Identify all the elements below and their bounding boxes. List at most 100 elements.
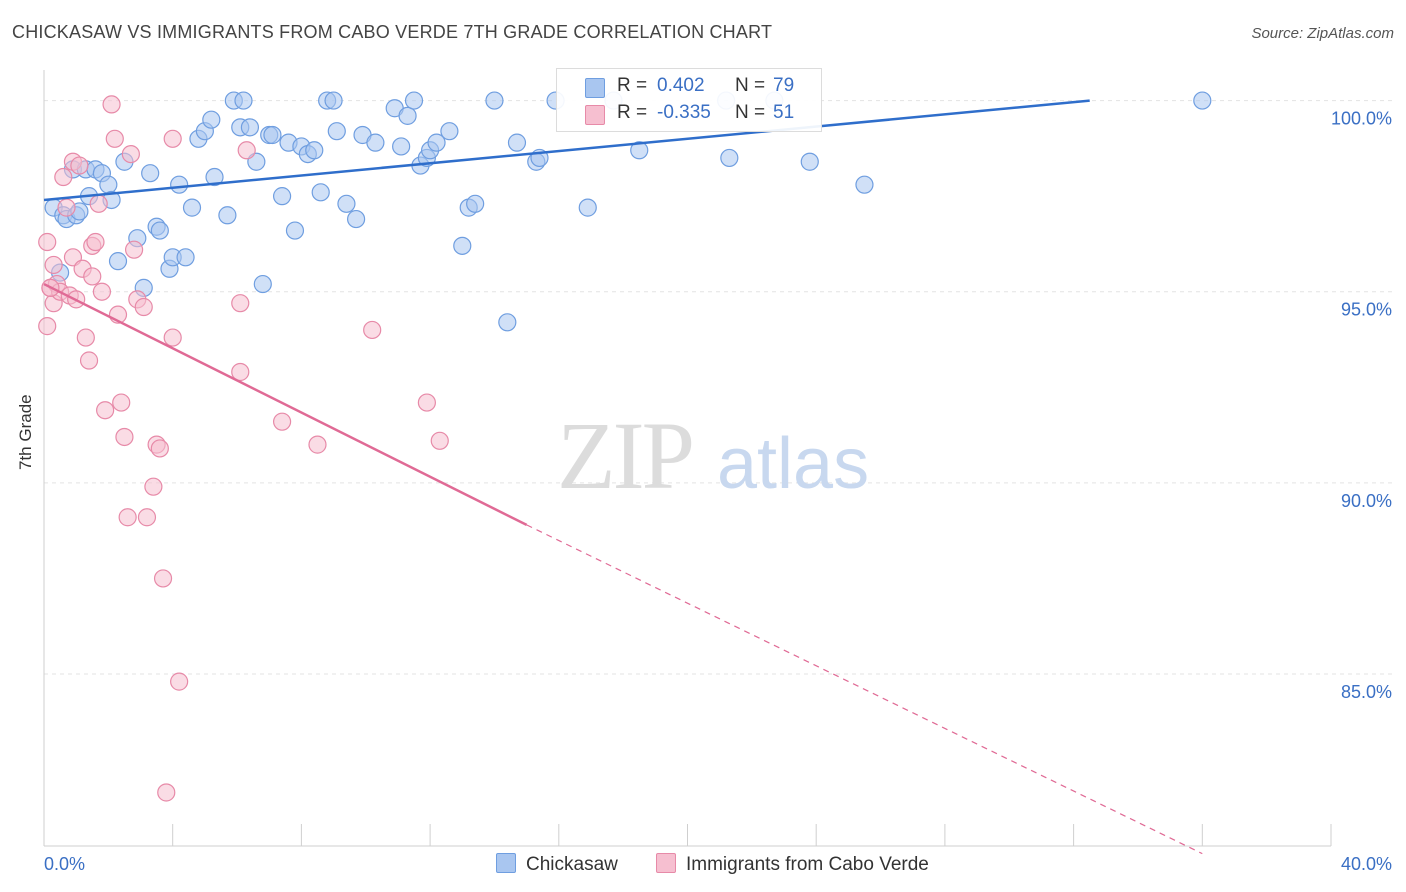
cabo-verde-point <box>92 282 112 301</box>
y-tick-label: 85.0% <box>1341 682 1392 702</box>
cabo-verde-point <box>308 435 327 454</box>
chickasaw-point <box>205 167 224 187</box>
chickasaw-point <box>218 206 237 225</box>
cabo-verde-point <box>105 129 124 148</box>
chickasaw-point <box>141 164 160 183</box>
bottom-legend-label: Immigrants from Cabo Verde <box>686 854 929 875</box>
cabo-verde-point <box>86 232 105 252</box>
cabo-verde-point <box>57 198 76 217</box>
legend-r-value: -0.335 <box>657 102 711 123</box>
cabo-verde-point <box>430 431 449 450</box>
cabo-verde-trend-line <box>43 282 528 527</box>
cabo-verde-point <box>76 328 95 347</box>
chickasaw-point <box>800 152 819 171</box>
cabo-verde-point <box>83 267 102 286</box>
trend-lines <box>43 99 1203 855</box>
legend-n-label: N = <box>735 102 766 123</box>
chickasaw-point <box>427 133 446 152</box>
chickasaw-point <box>253 274 272 294</box>
legend-n-value: 51 <box>773 102 795 123</box>
bottom-legend-chickasaw: Chickasaw <box>496 853 618 876</box>
chickasaw-point <box>263 125 282 145</box>
cabo-verde-point <box>79 351 99 370</box>
legend-r-label: R = <box>617 75 648 96</box>
cabo-verde-point <box>121 144 140 164</box>
chickasaw-point <box>170 175 189 194</box>
chickasaw-point <box>366 133 385 152</box>
cabo-verde-point <box>137 508 157 527</box>
watermark-zip: ZIP <box>557 402 692 509</box>
chickasaw-point <box>1193 91 1212 110</box>
bottom-legend-label: Chickasaw <box>526 854 618 875</box>
cabo-verde-point <box>163 328 182 347</box>
x-tick-label-min: 0.0% <box>44 854 85 874</box>
chickasaw-point <box>234 91 253 110</box>
bottom-legend-swatch-pink <box>656 853 676 873</box>
cabo-verde-trend-extension <box>526 524 1203 855</box>
cabo-verde-point <box>54 167 73 187</box>
chickasaw-point <box>453 236 472 255</box>
chickasaw-point <box>305 141 324 160</box>
grid-lines <box>44 100 1392 675</box>
legend-r-label: R = <box>617 102 648 123</box>
cabo-verde-point <box>150 439 169 458</box>
chickasaw-point <box>311 183 330 202</box>
chickasaw-point <box>630 141 649 160</box>
chickasaw-point <box>404 91 424 110</box>
legend-n-value: 79 <box>773 75 795 96</box>
chickasaw-point <box>327 122 346 141</box>
cabo-verde-point <box>96 401 115 420</box>
cabo-verde-point <box>363 320 382 340</box>
source-label: Source: ZipAtlas.com <box>1251 25 1394 42</box>
chickasaw-point <box>240 118 260 137</box>
data-points <box>38 91 1212 802</box>
bottom-legend-cabo-verde: Immigrants from Cabo Verde <box>656 853 929 876</box>
chickasaw-point <box>272 187 292 206</box>
chickasaw-point <box>285 221 305 240</box>
cabo-verde-point <box>70 156 89 175</box>
cabo-verde-point <box>134 297 153 317</box>
chickasaw-point <box>578 198 597 217</box>
chickasaw-point <box>498 313 517 332</box>
stats-legend: R = 0.402 N = 79 R = -0.335 N = 51 <box>556 68 822 132</box>
cabo-verde-point <box>231 294 250 313</box>
watermark: ZIP atlas <box>557 402 869 509</box>
chickasaw-point <box>182 198 202 217</box>
legend-n-label: N = <box>735 75 766 96</box>
chickasaw-point <box>176 248 195 267</box>
chickasaw-point <box>398 106 417 125</box>
cabo-verde-point <box>417 393 436 412</box>
x-tick-label-max: 40.0% <box>1341 854 1392 874</box>
chickasaw-point <box>108 252 128 271</box>
cabo-verde-point <box>89 194 108 213</box>
cabo-verde-point <box>144 477 163 496</box>
cabo-verde-point <box>38 317 57 336</box>
cabo-verde-point <box>102 95 121 114</box>
chickasaw-point <box>346 209 366 229</box>
cabo-verde-point <box>115 427 134 447</box>
chickasaw-point <box>720 148 739 168</box>
legend-swatch-blue <box>585 78 605 98</box>
axes <box>43 70 1332 847</box>
chickasaw-point <box>150 221 169 240</box>
cabo-verde-point <box>112 393 131 412</box>
cabo-verde-point <box>170 672 189 691</box>
chickasaw-point <box>324 91 343 110</box>
watermark-atlas: atlas <box>717 424 869 504</box>
y-tick-label: 95.0% <box>1341 300 1392 320</box>
cabo-verde-point <box>124 240 144 259</box>
cabo-verde-point <box>38 232 57 252</box>
chickasaw-point <box>440 122 459 141</box>
chickasaw-point <box>392 137 411 156</box>
legend-r-value: 0.402 <box>657 75 705 96</box>
cabo-verde-point <box>272 412 292 431</box>
bottom-legend-swatch-blue <box>496 853 516 873</box>
chart-title: CHICKASAW VS IMMIGRANTS FROM CABO VERDE … <box>12 22 773 42</box>
cabo-verde-point <box>231 362 250 382</box>
y-tick-label: 100.0% <box>1331 109 1392 129</box>
chickasaw-point <box>507 133 527 152</box>
cabo-verde-point <box>163 129 182 148</box>
chickasaw-point <box>337 194 356 213</box>
cabo-verde-point <box>237 141 256 160</box>
